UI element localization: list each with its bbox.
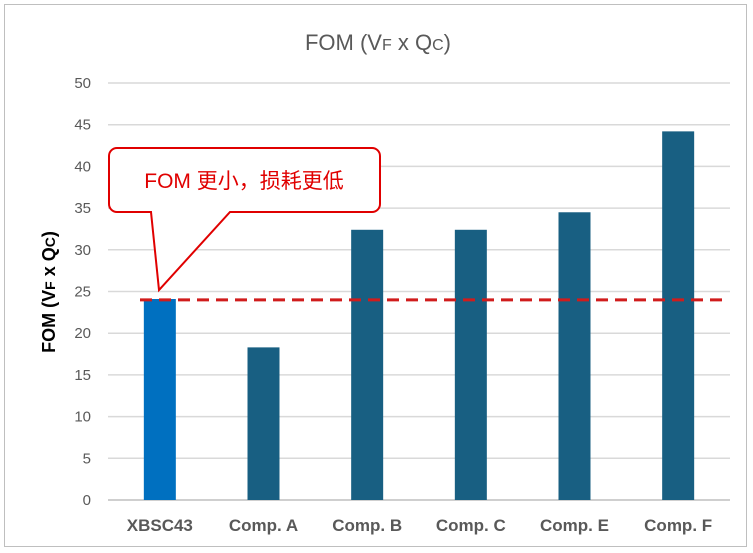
bar-comp-b xyxy=(351,229,384,500)
x-tick-label: Comp. A xyxy=(229,516,298,535)
y-tick-label: 20 xyxy=(74,325,91,342)
y-tick-label: 0 xyxy=(83,492,91,509)
bar-xbsc43 xyxy=(143,299,176,500)
y-tick-label: 40 xyxy=(74,158,91,175)
y-tick-label: 5 xyxy=(83,450,91,467)
x-tick-label: Comp. B xyxy=(332,516,402,535)
y-tick-label: 25 xyxy=(74,284,91,301)
chart-frame xyxy=(4,4,747,547)
callout: FOM 更小，损耗更低 xyxy=(108,147,381,293)
bar-comp-e xyxy=(558,212,591,500)
bar-comp-f xyxy=(662,131,695,500)
y-axis-label: FOM (VF x QC) xyxy=(39,231,59,353)
y-tick-label: 45 xyxy=(74,117,91,134)
x-tick-label: Comp. F xyxy=(644,516,712,535)
y-tick-label: 10 xyxy=(74,409,91,426)
bar-comp-a xyxy=(247,347,280,500)
y-tick-label: 50 xyxy=(74,75,91,92)
callout-bubble xyxy=(108,147,381,293)
x-tick-label: XBSC43 xyxy=(127,516,193,535)
chart-title: FOM (VF x QC) xyxy=(305,30,451,55)
x-tick-label: Comp. C xyxy=(436,516,506,535)
x-tick-label: Comp. E xyxy=(540,516,609,535)
callout-text: FOM 更小，损耗更低 xyxy=(144,170,344,193)
y-tick-label: 35 xyxy=(74,200,91,217)
y-tick-label: 15 xyxy=(74,367,91,384)
bar-comp-c xyxy=(454,229,487,500)
y-tick-label: 30 xyxy=(74,242,91,259)
